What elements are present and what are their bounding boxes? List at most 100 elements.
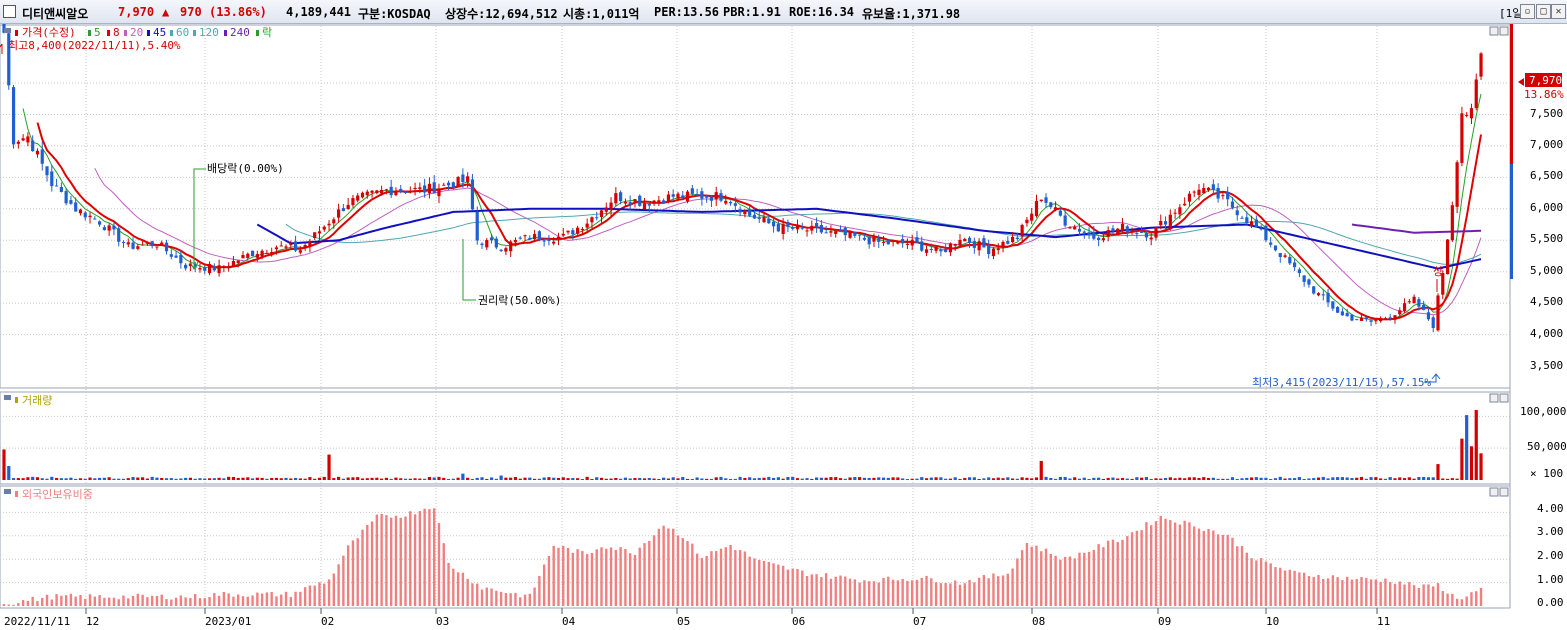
volume-bar — [513, 476, 518, 480]
foreign-bar — [781, 565, 785, 606]
candle-body — [1230, 201, 1235, 208]
candle-body — [1187, 193, 1192, 202]
price-panel-buttons[interactable] — [1489, 26, 1509, 36]
foreign-bar — [1374, 579, 1378, 606]
candle-body — [547, 239, 551, 242]
volume-bar — [1254, 477, 1258, 480]
volume-bar — [1154, 478, 1158, 480]
foreign-bar — [399, 517, 402, 606]
restore-button[interactable]: □ — [1536, 4, 1551, 19]
volume-bar — [1388, 477, 1392, 480]
foreign-bar — [767, 561, 770, 606]
volume-bar — [160, 477, 164, 480]
volume-bar — [924, 478, 929, 480]
volume-bar — [886, 477, 890, 480]
foreign-bar — [1269, 563, 1272, 606]
volume-bar — [203, 478, 207, 480]
volume-bar — [289, 478, 293, 480]
foreign-bar — [437, 523, 441, 606]
candle-body — [652, 200, 656, 204]
volume-panel-buttons[interactable] — [1489, 393, 1509, 403]
date-label: 06 — [792, 615, 805, 628]
candle-body — [1479, 53, 1483, 77]
foreign-bar — [36, 601, 39, 606]
candle-body — [1058, 210, 1062, 216]
ma60-line — [285, 211, 1482, 265]
volume-bar — [652, 478, 656, 480]
candle-body — [1006, 240, 1010, 244]
foreign-bar — [1264, 561, 1268, 606]
volume-bar — [1163, 477, 1168, 480]
volume-bar — [169, 478, 173, 480]
candle-body — [408, 191, 412, 193]
volume-bar — [867, 477, 871, 480]
candle-body — [1412, 296, 1416, 304]
foreign-bar — [12, 604, 15, 606]
foreign-bar — [380, 514, 383, 606]
candle-body — [356, 195, 360, 201]
price-tick: 6,000 — [1530, 201, 1563, 214]
price-scroll-bar[interactable] — [1510, 24, 1513, 279]
volume-bar — [948, 478, 953, 480]
volume-bar — [485, 478, 489, 480]
volume-bar — [337, 476, 341, 480]
foreign-bar — [2, 604, 6, 606]
foreign-bar — [1240, 545, 1244, 606]
foreign-bar — [1025, 543, 1029, 606]
volume-bar — [1020, 477, 1024, 480]
foreign-bar — [213, 593, 216, 606]
close-button[interactable]: ✕ — [1551, 4, 1566, 19]
stock-chart[interactable]: 가격(수정) 5 8 20 45 60 120 240 락 최고8,400(20… — [0, 24, 1567, 630]
listed-shares: 상장수:12,694,512 — [445, 7, 558, 21]
candle-body — [1283, 255, 1287, 257]
foreign-bar — [1408, 582, 1411, 606]
candle-body — [518, 237, 522, 239]
foreign-bar — [710, 551, 713, 606]
foreign-bar — [342, 555, 345, 606]
foreign-bar — [84, 598, 87, 606]
candle-body — [1192, 191, 1196, 193]
volume-bar — [198, 478, 202, 480]
volume-bar — [83, 478, 87, 480]
foreign-panel-buttons[interactable] — [1489, 487, 1509, 497]
candle-body — [977, 241, 981, 251]
candle-body — [958, 239, 962, 246]
volume-bar — [456, 477, 460, 480]
candle-body — [509, 241, 513, 252]
foreign-bar — [1111, 539, 1115, 606]
foreign-bar — [624, 548, 627, 606]
foreign-bar — [1369, 579, 1373, 606]
foreign-bar — [906, 580, 909, 606]
select-checkbox[interactable] — [3, 5, 16, 18]
foreign-bar — [1360, 576, 1363, 606]
minimize-button[interactable]: ▫ — [1520, 4, 1535, 19]
foreign-bar — [1188, 522, 1191, 606]
candle-body — [1450, 205, 1454, 241]
candle-body — [1393, 315, 1397, 320]
volume-bar — [1216, 478, 1220, 480]
volume-bar — [427, 476, 432, 480]
volume-bar — [217, 477, 221, 480]
candle-body — [284, 246, 288, 248]
volume-bar — [1307, 478, 1311, 480]
foreign-bar — [791, 568, 794, 606]
volume-bar — [1474, 410, 1478, 480]
volume-bar — [480, 477, 484, 480]
candle-body — [322, 226, 326, 230]
foreign-bar — [375, 514, 379, 606]
candle-body — [700, 191, 704, 199]
volume-bar — [1288, 478, 1292, 480]
candle-body — [193, 263, 197, 268]
legend-ma20: 20 — [130, 26, 143, 39]
candle-body — [470, 179, 475, 210]
foreign-bar — [729, 544, 732, 606]
foreign-bar — [1216, 534, 1220, 606]
foreign-bar — [676, 535, 680, 606]
candle-body — [743, 210, 747, 215]
foreign-bar — [1049, 553, 1053, 606]
candle-body — [1264, 225, 1268, 241]
foreign-bar — [160, 594, 163, 606]
volume-bar — [2, 449, 6, 480]
volume-bar — [762, 477, 766, 480]
legend-ma8: 8 — [113, 26, 120, 39]
